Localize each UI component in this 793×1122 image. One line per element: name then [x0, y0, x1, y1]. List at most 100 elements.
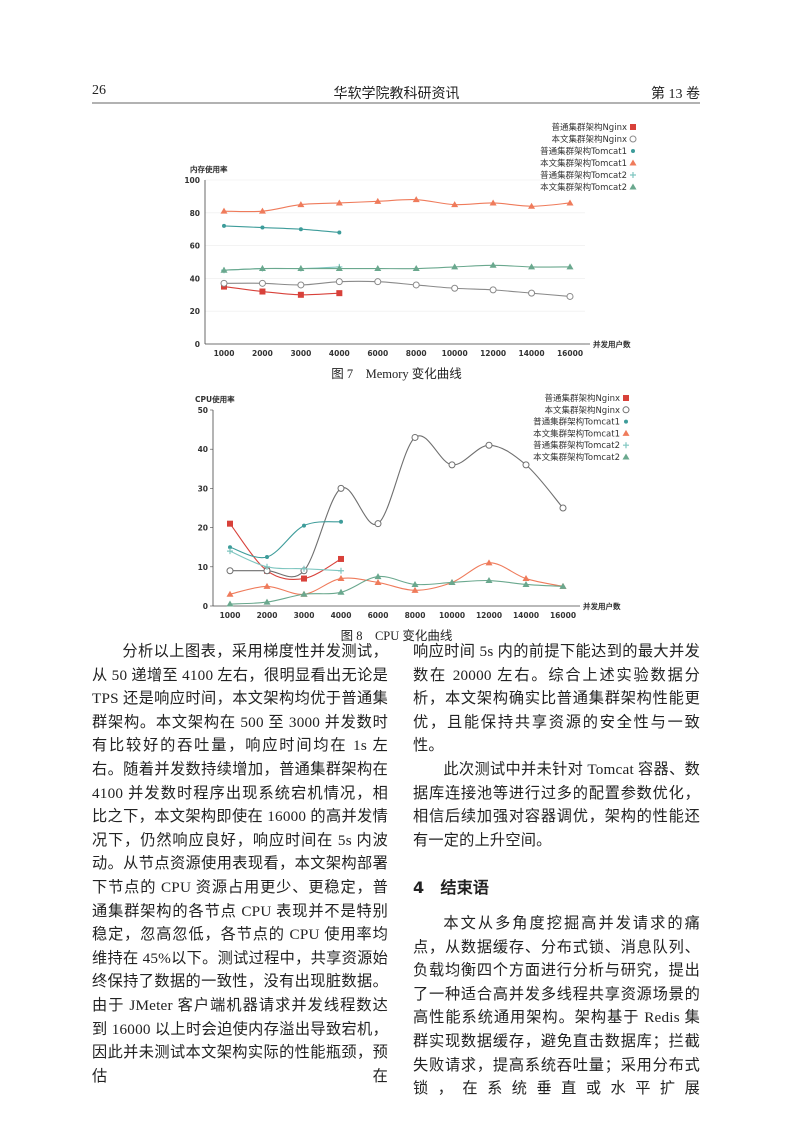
x-tick-label: 2000 [257, 611, 278, 620]
marker [448, 461, 456, 469]
marker [623, 395, 629, 401]
marker [337, 588, 345, 595]
marker [297, 281, 305, 289]
marker [566, 199, 574, 206]
marker [228, 545, 232, 550]
y-tick-label: 0 [203, 602, 208, 611]
x-tick-label: 1000 [214, 349, 235, 358]
legend-label: 普通集群架构Tomcat1 [533, 417, 620, 428]
marker [374, 197, 382, 204]
marker [489, 286, 497, 294]
y-tick-label: 80 [190, 209, 200, 218]
paragraph: 分析以上图表，采用梯度性并发测试，从 50 递增至 4100 左右，很明显看出无… [92, 643, 388, 1085]
page-number: 26 [92, 83, 106, 98]
marker [301, 575, 307, 582]
legend-label: 本文集群架构Tomcat2 [540, 182, 627, 193]
marker [265, 555, 269, 559]
y-axis-title: CPU使用率 [195, 394, 235, 404]
marker [451, 263, 459, 270]
marker [411, 580, 419, 587]
marker [226, 567, 234, 575]
marker [528, 202, 536, 209]
marker [258, 265, 266, 272]
x-tick-label: 16000 [550, 611, 576, 620]
marker [220, 266, 228, 273]
marker [302, 523, 306, 528]
legend-label: 本文集群架构Tomcat1 [533, 428, 620, 439]
left-column: 分析以上图表，采用梯度性并发测试，从 50 递增至 4100 左右，很明显看出无… [92, 640, 388, 1088]
marker [566, 263, 574, 270]
marker [222, 223, 226, 228]
marker [623, 442, 629, 449]
marker [485, 577, 493, 584]
marker [629, 159, 637, 166]
marker [336, 290, 343, 297]
marker [338, 567, 344, 574]
series-line [229, 562, 564, 595]
x-tick-label: 4000 [329, 349, 350, 358]
paragraph: 本文从多角度挖掘高并发请求的痛点，从数据缓存、分布式锁、消息队列、负载均衡四个方… [413, 914, 700, 1098]
marker [263, 598, 271, 605]
section-heading: 4 结束语 [413, 878, 490, 898]
y-tick-label: 100 [184, 176, 200, 185]
marker [528, 289, 536, 297]
x-tick-label: 12000 [476, 611, 502, 620]
marker [411, 433, 419, 441]
legend-label: 普通集群架构Nginx [544, 393, 620, 404]
marker [298, 227, 303, 232]
y-axis-title: 内存使用率 [190, 164, 228, 174]
series-line [223, 280, 571, 297]
marker [631, 149, 635, 153]
marker [374, 578, 382, 585]
marker [263, 582, 271, 589]
marker [297, 201, 305, 208]
x-tick-label: 6000 [367, 349, 388, 358]
y-tick-label: 60 [190, 242, 200, 251]
legend-label: 本文集群架构Nginx [551, 134, 627, 145]
series-line [223, 264, 571, 271]
marker [411, 586, 419, 593]
marker [264, 563, 270, 570]
marker [259, 288, 266, 295]
x-tick-label: 6000 [368, 611, 389, 620]
x-tick-label: 3000 [290, 349, 311, 358]
marker [622, 453, 630, 460]
marker [335, 199, 343, 206]
y-tick-label: 0 [195, 340, 200, 349]
marker [374, 573, 382, 580]
x-tick-label: 3000 [294, 611, 315, 620]
marker [412, 265, 420, 272]
marker [485, 559, 493, 566]
marker [528, 263, 536, 270]
x-tick-label: 10000 [442, 349, 468, 358]
marker [451, 284, 459, 292]
legend-label: 普通集群架构Tomcat2 [533, 440, 620, 451]
marker [629, 183, 637, 190]
x-tick-label: 10000 [439, 611, 465, 620]
y-tick-label: 30 [198, 484, 208, 493]
x-tick-label: 2000 [252, 349, 273, 358]
marker [226, 590, 234, 597]
marker [629, 135, 637, 143]
marker [412, 281, 420, 289]
marker [337, 230, 342, 235]
legend-label: 本文集群架构Nginx [544, 405, 620, 416]
volume: 第 13 卷 [651, 87, 700, 102]
marker [630, 172, 636, 178]
marker [448, 578, 456, 585]
y-tick-label: 20 [190, 307, 200, 316]
x-tick-label: 1000 [220, 611, 241, 620]
x-tick-label: 14000 [519, 349, 545, 358]
x-tick-label: 8000 [405, 611, 426, 620]
marker [451, 201, 459, 208]
marker [522, 580, 530, 587]
figure-caption: 图 8 CPU 变化曲线 [340, 629, 453, 643]
legend-label: 普通集群架构Tomcat1 [540, 146, 627, 157]
marker [559, 504, 567, 512]
marker [339, 519, 343, 524]
marker [374, 265, 382, 272]
marker [489, 199, 497, 206]
series-line [223, 199, 571, 213]
marker [220, 279, 228, 287]
